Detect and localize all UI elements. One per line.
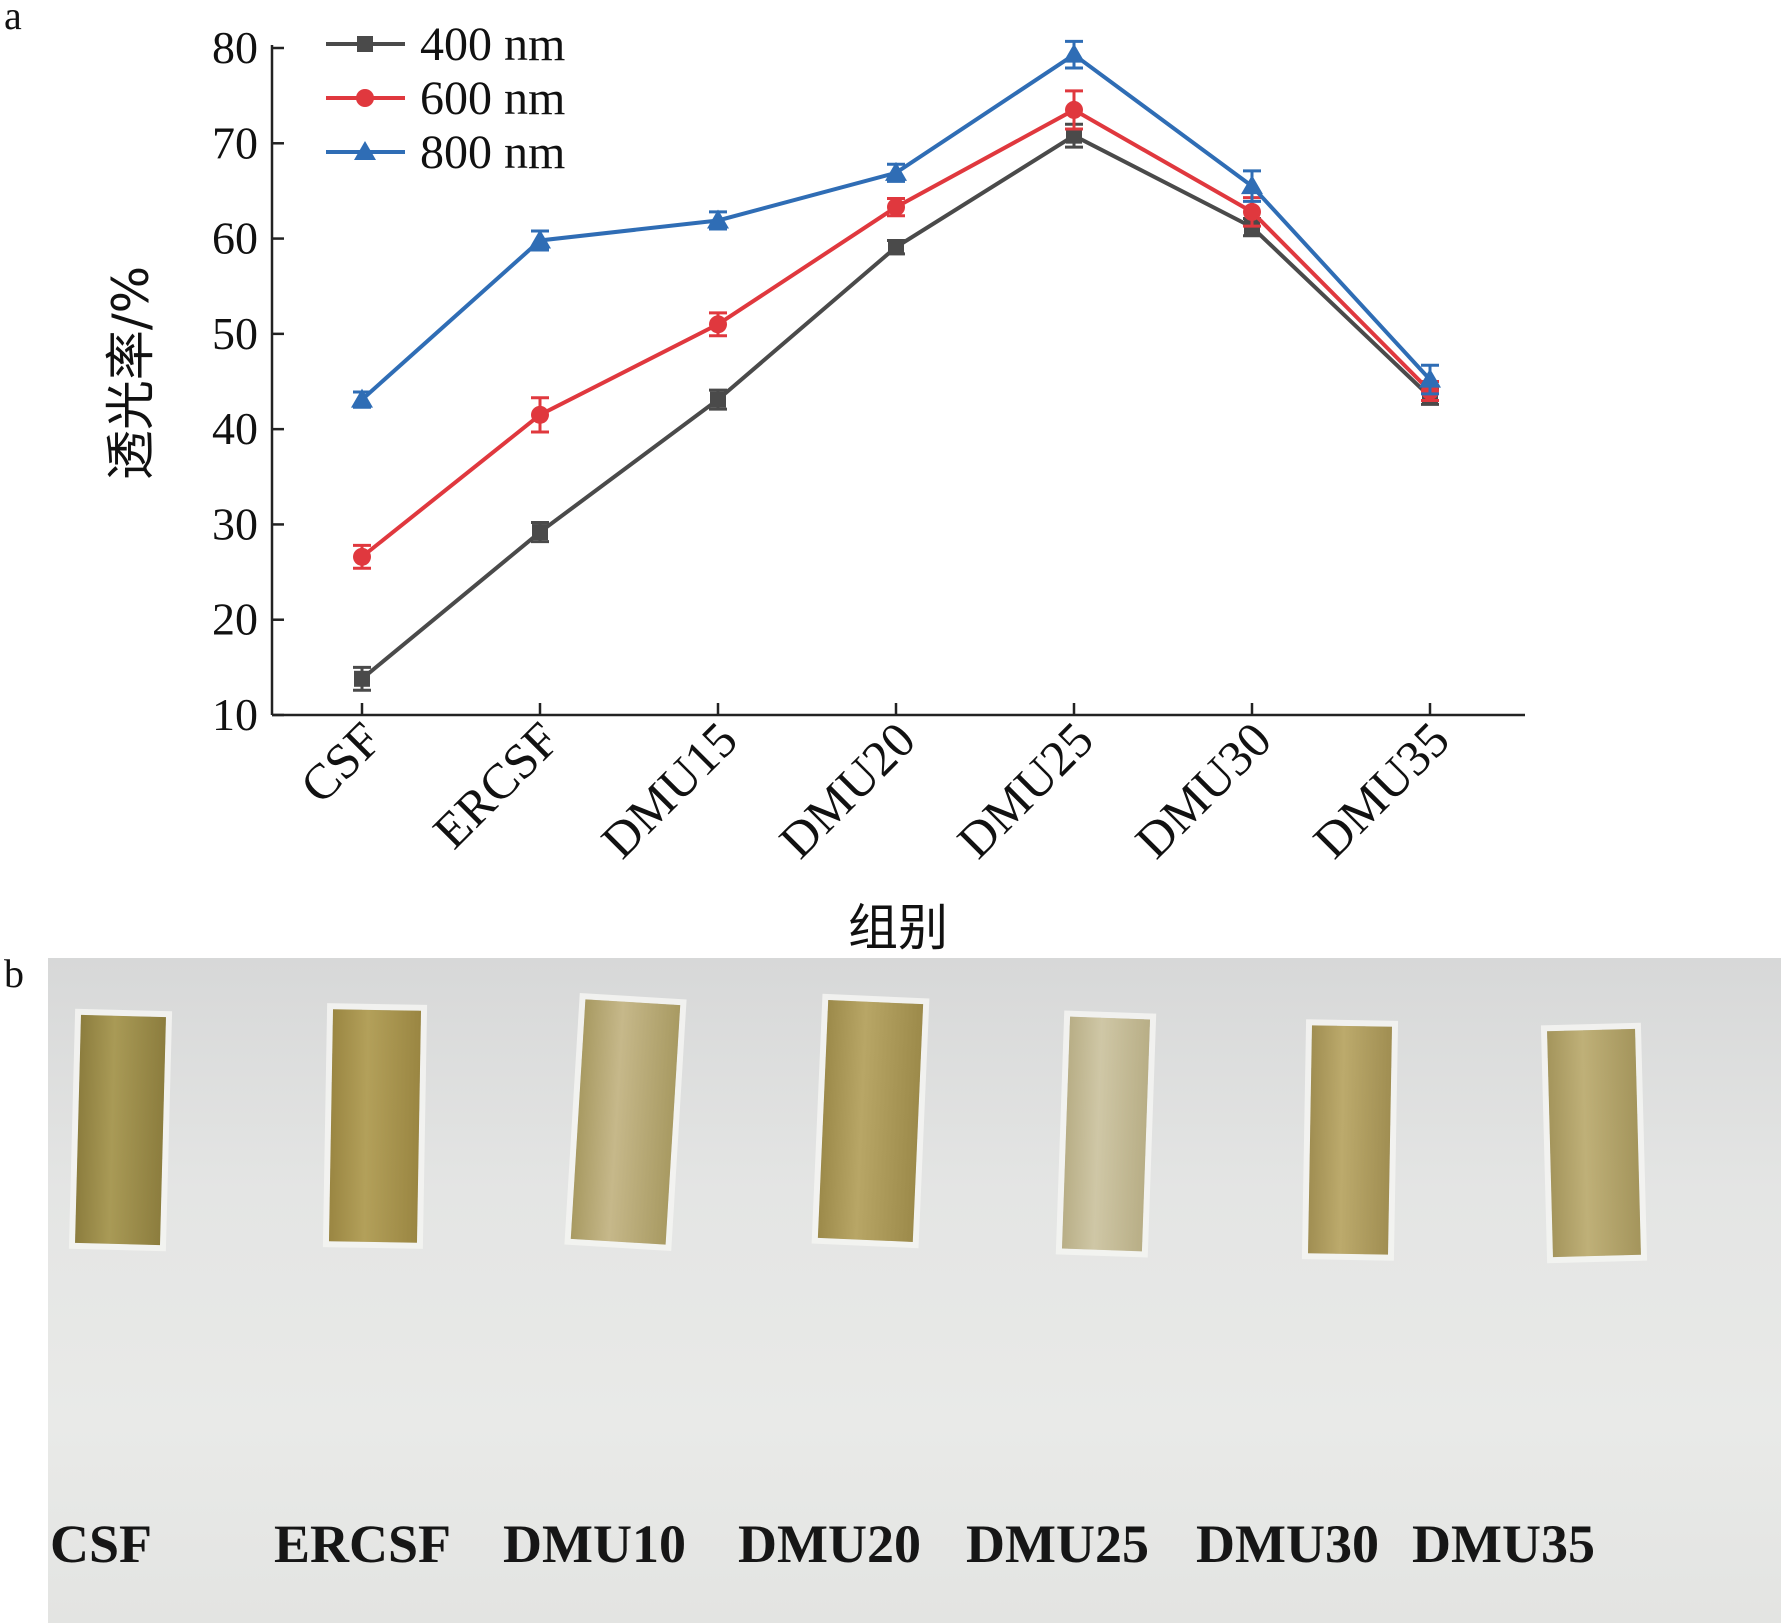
data-point — [1066, 127, 1082, 144]
specimen-strip — [570, 999, 681, 1245]
specimen-strip — [1061, 1016, 1151, 1252]
data-point — [1419, 368, 1441, 388]
data-point — [532, 524, 548, 541]
series-800-nm — [351, 39, 1441, 409]
x-tick-label: DMU30 — [1124, 711, 1281, 868]
strip-label: CSF — [50, 1514, 153, 1574]
x-tick-label: DMU25 — [946, 711, 1103, 868]
x-tick-label: DMU35 — [1302, 711, 1459, 868]
y-tick-label: 60 — [212, 213, 258, 264]
data-point — [888, 239, 904, 256]
legend-label: 800 nm — [420, 126, 565, 179]
data-point — [1063, 43, 1085, 63]
specimen-strip — [1308, 1025, 1392, 1255]
y-axis-label: 透光率/% — [102, 266, 160, 480]
data-point — [707, 209, 729, 229]
specimen-strip — [817, 1000, 924, 1242]
data-point — [1243, 202, 1261, 221]
legend-marker — [357, 36, 373, 52]
legend-marker — [356, 89, 374, 107]
x-axis-label: 组别 — [848, 899, 948, 950]
y-tick-label: 10 — [212, 689, 258, 740]
panel-a-label: a — [4, 0, 22, 38]
x-tick-label: ERCSF — [422, 711, 570, 859]
y-tick-label: 80 — [212, 22, 258, 73]
strip-label: ERCSF — [274, 1514, 452, 1574]
y-tick-label: 40 — [212, 403, 258, 454]
strip-label: DMU30 — [1196, 1514, 1379, 1574]
y-tick-label: 30 — [212, 498, 258, 549]
sample-photo: CSF ERCSF DMU10 DMU20 DMU25 DMU30 DMU35 — [48, 958, 1781, 1623]
y-tick-label: 70 — [212, 117, 258, 168]
legend-label: 400 nm — [420, 18, 565, 71]
strip-label: DMU20 — [738, 1514, 921, 1574]
strip-label: DMU35 — [1412, 1514, 1595, 1574]
data-point — [1065, 100, 1083, 119]
data-point — [353, 547, 371, 566]
specimen-strip — [1547, 1028, 1641, 1258]
data-point — [887, 198, 905, 217]
data-point — [351, 388, 373, 408]
x-tick-label: CSF — [289, 711, 392, 814]
legend-marker — [354, 141, 376, 160]
strip-label: DMU10 — [503, 1514, 686, 1574]
specimen-strip — [328, 1009, 422, 1243]
x-tick-label: DMU20 — [768, 711, 925, 868]
data-point — [531, 405, 549, 424]
data-point — [529, 229, 551, 249]
chart-series — [351, 39, 1441, 692]
y-tick-label: 50 — [212, 308, 258, 359]
data-point — [709, 315, 727, 334]
data-point — [354, 670, 370, 687]
data-point — [1241, 175, 1263, 195]
specimen-strip — [75, 1014, 166, 1246]
data-point — [885, 161, 907, 181]
data-point — [710, 391, 726, 408]
y-tick-label: 20 — [212, 594, 258, 645]
legend-label: 600 nm — [420, 72, 565, 125]
strip-label: DMU25 — [966, 1514, 1149, 1574]
panel-b-label: b — [4, 951, 24, 996]
x-tick-label: DMU15 — [590, 711, 747, 868]
